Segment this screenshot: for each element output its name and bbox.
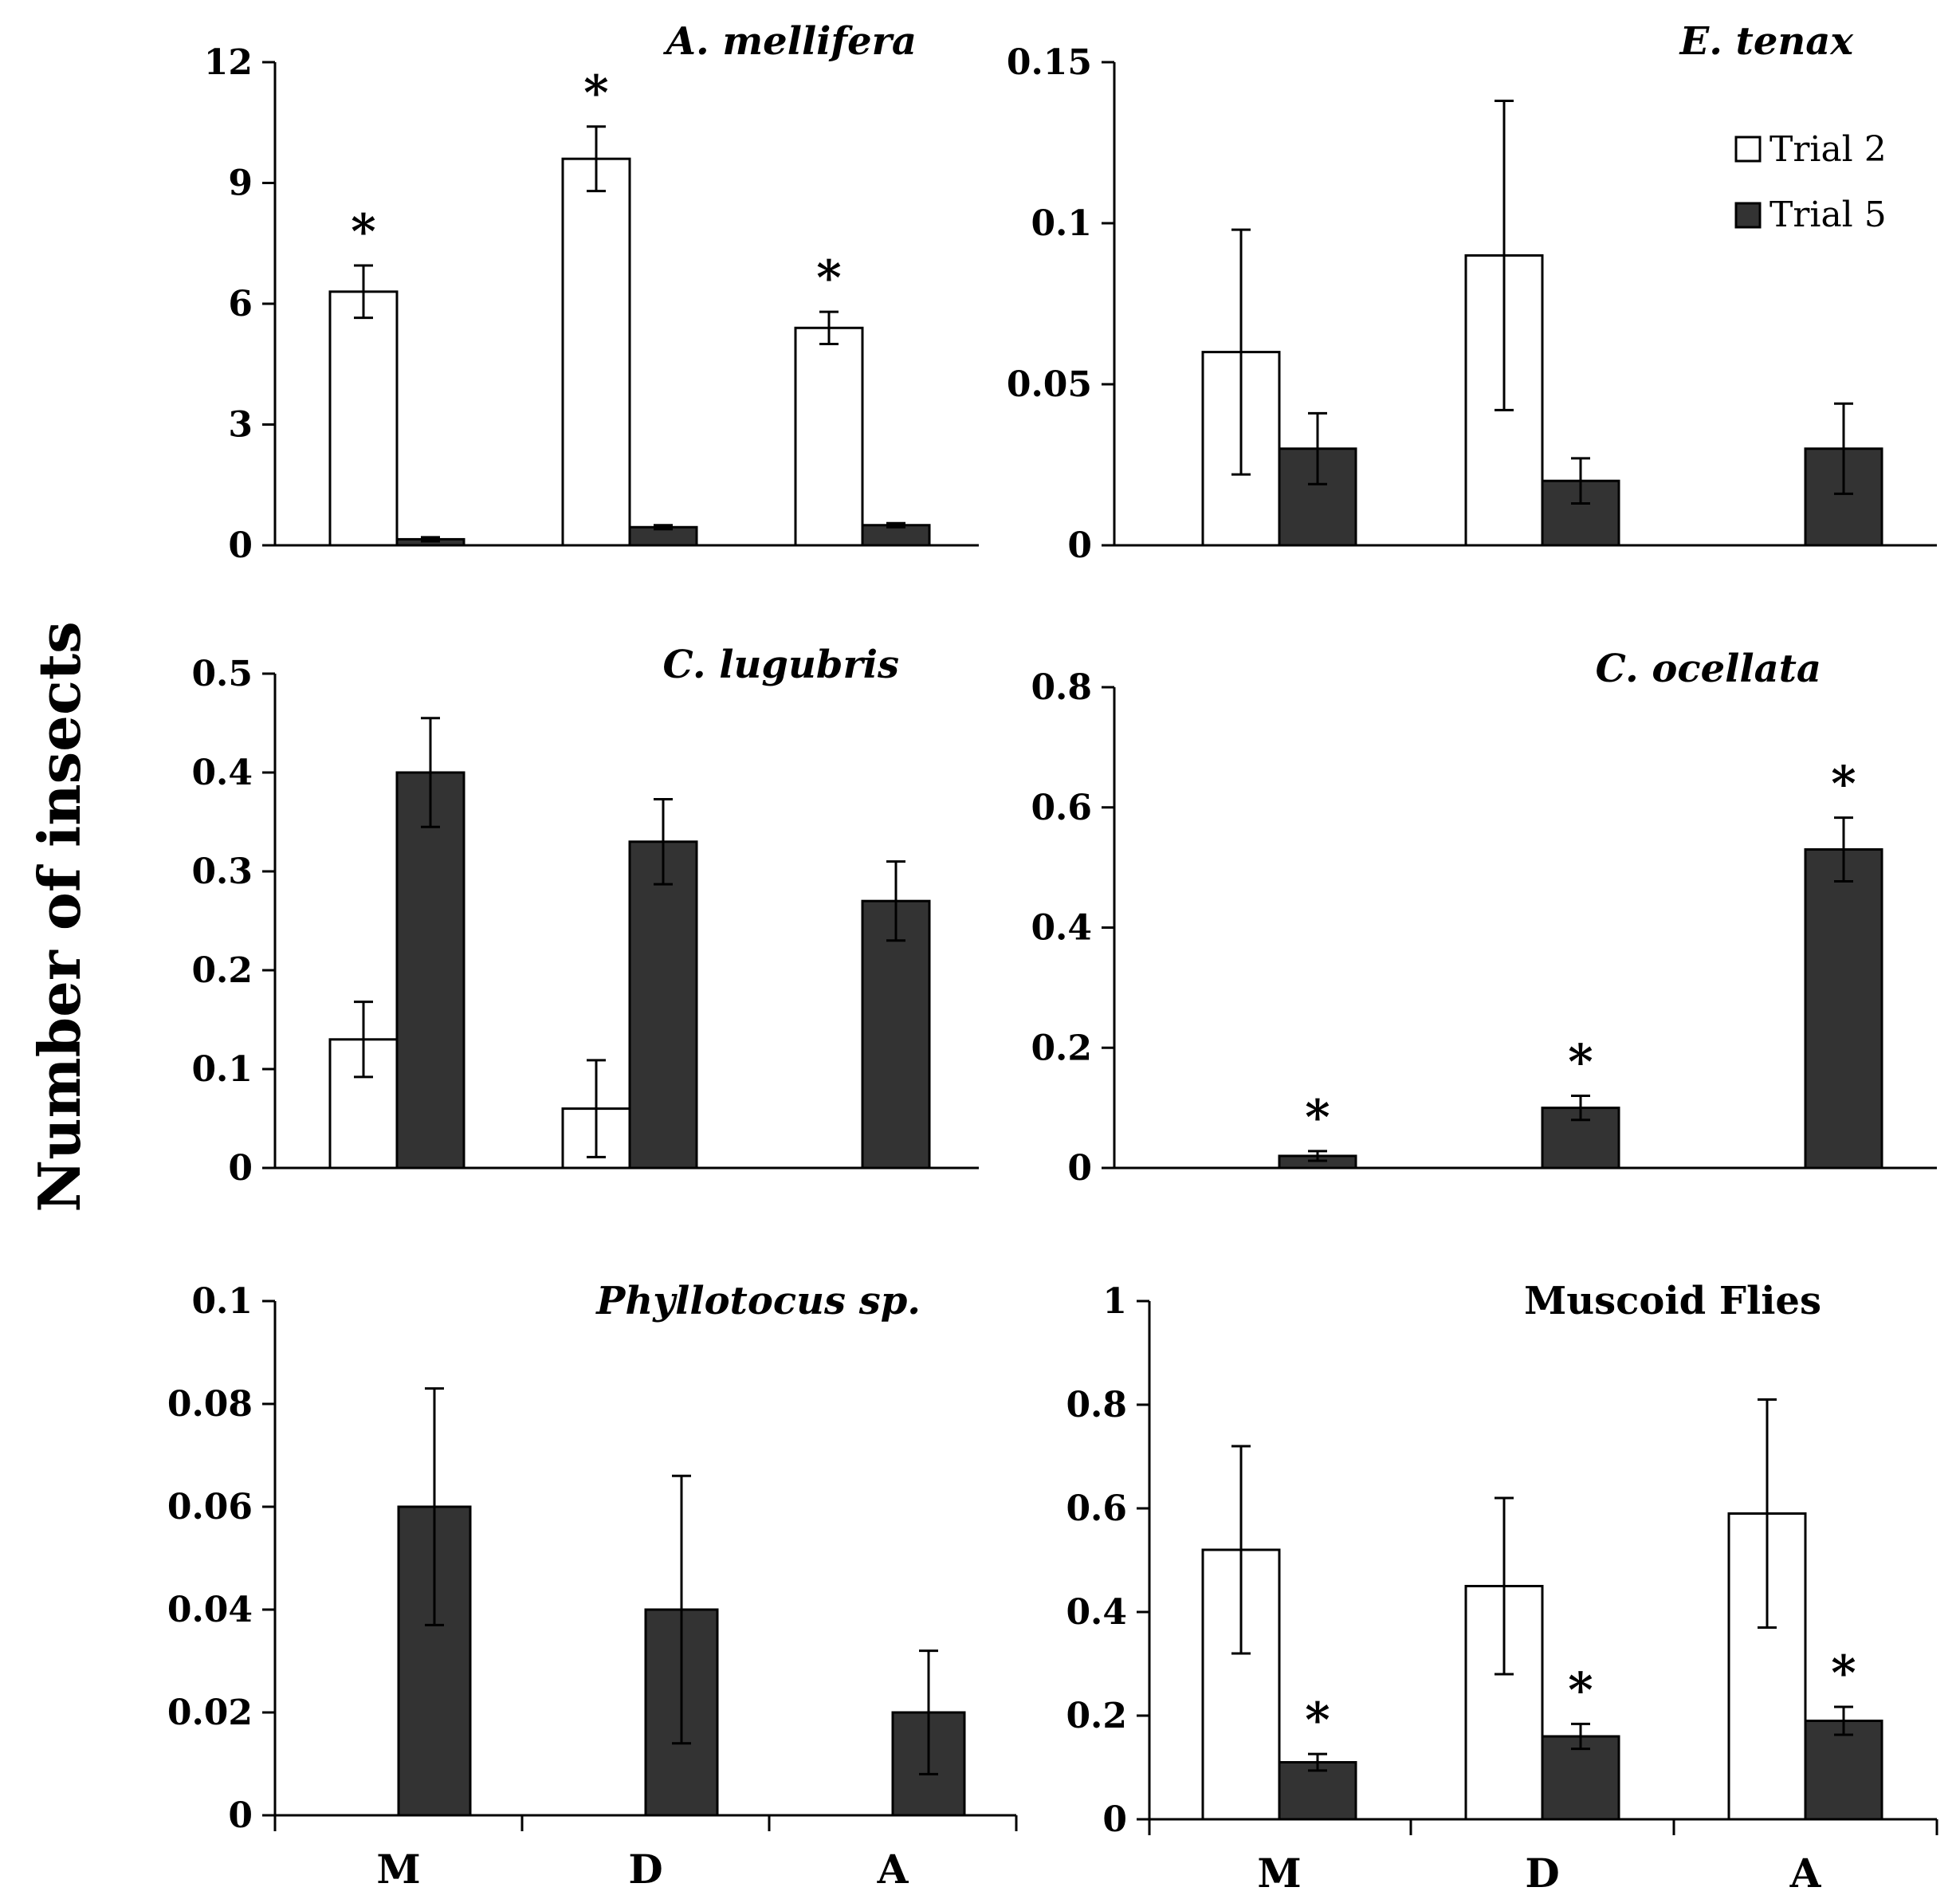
y-tick-label: 0.6 xyxy=(1031,788,1092,828)
y-tick-label: 0.8 xyxy=(1031,667,1092,708)
y-tick-label: 6 xyxy=(228,284,253,324)
y-tick-label: 0.05 xyxy=(1007,364,1092,405)
y-tick-label: 0.3 xyxy=(191,851,253,892)
y-tick-label: 0.5 xyxy=(191,654,253,694)
y-tick-label: 0.1 xyxy=(191,1049,253,1090)
panel-mellifera: A. mellifera 0 3 6 9 12 * * * xyxy=(204,19,979,566)
y-tick-label: 12 xyxy=(204,42,253,83)
bar-trial-5-A xyxy=(1804,848,1883,1170)
y-tick-label: 0 xyxy=(1067,1148,1092,1189)
x-tick-label: A xyxy=(877,1846,909,1893)
y-tick-label: 0.1 xyxy=(1031,203,1092,244)
bar-trial-2-A xyxy=(794,326,864,547)
y-tick-label: 9 xyxy=(228,163,253,204)
y-tick-label: 0.02 xyxy=(167,1693,253,1733)
x-tick-label: A xyxy=(1789,1850,1822,1897)
significance-marker: * xyxy=(1305,1693,1330,1748)
y-tick-label: 0 xyxy=(228,1148,253,1189)
y-tick-label: 0 xyxy=(228,525,253,566)
bar-trial-5-D xyxy=(1541,1735,1620,1821)
bar-trial-2-D xyxy=(561,157,631,547)
x-tick-label: M xyxy=(376,1846,420,1893)
panel-title: E. tenax xyxy=(1679,19,1855,64)
bar-trial-2-M xyxy=(328,290,399,547)
y-axis-label: Number of insects xyxy=(26,621,93,1212)
panel-title: C. lugubris xyxy=(663,643,899,687)
bar-trial-5-A xyxy=(1804,447,1883,547)
chart-panels: A. mellifera 0 3 6 9 12 * * * E. tenax 0 0.05 0.1 0.1… xyxy=(167,19,1938,1897)
panel-phyllotocus: Phyllotocus sp. 0 0.02 0.04 0.06 0.08 0.1 M D A xyxy=(167,1279,1018,1893)
legend-swatch-trial-5 xyxy=(1734,202,1762,229)
panel-title: Phyllotocus sp. xyxy=(595,1279,921,1323)
bar-trial-5-A xyxy=(861,899,931,1170)
panel-tenax: E. tenax 0 0.05 0.1 0.15 xyxy=(1007,19,1937,566)
y-tick-label: 0 xyxy=(228,1795,253,1836)
x-tick-label: D xyxy=(628,1846,662,1893)
panel-ocellata: C. ocellata 0 0.2 0.4 0.6 0.8 * * * xyxy=(1031,647,1937,1189)
significance-marker: * xyxy=(583,65,608,121)
panel-title: C. ocellata xyxy=(1596,647,1821,691)
y-tick-label: 0.6 xyxy=(1066,1488,1127,1529)
y-tick-label: 1 xyxy=(1102,1281,1127,1322)
bar-trial-5-M xyxy=(395,771,465,1170)
y-tick-label: 0.4 xyxy=(1031,908,1092,949)
y-tick-label: 0.2 xyxy=(191,950,253,991)
bar-trial-5-A xyxy=(1804,1720,1883,1821)
y-tick-label: 0.4 xyxy=(191,753,253,793)
y-tick-label: 0.2 xyxy=(1031,1028,1092,1068)
y-tick-label: 0.06 xyxy=(167,1487,253,1527)
bar-trial-5-D xyxy=(628,840,698,1170)
y-tick-label: 0 xyxy=(1067,525,1092,566)
legend-swatch-trial-2 xyxy=(1734,136,1762,163)
y-tick-label: 0.1 xyxy=(191,1281,253,1322)
significance-marker: * xyxy=(1568,1662,1593,1718)
y-tick-label: 0.15 xyxy=(1007,42,1092,83)
significance-marker: * xyxy=(1831,757,1856,812)
bar-trial-5-M xyxy=(1278,1761,1357,1821)
y-tick-label: 3 xyxy=(228,405,253,446)
x-tick-label: D xyxy=(1525,1850,1559,1897)
y-tick-label: 0.4 xyxy=(1066,1592,1127,1633)
significance-marker: * xyxy=(1568,1035,1593,1091)
y-tick-label: 0.8 xyxy=(1066,1385,1127,1425)
x-tick-label: M xyxy=(1257,1850,1301,1897)
panel-title: A. mellifera xyxy=(663,19,917,64)
panel-lugubris: C. lugubris 0 0.1 0.2 0.3 0.4 0.5 xyxy=(191,643,979,1189)
legend-label-trial-5: Trial 5 xyxy=(1769,195,1887,235)
significance-marker: * xyxy=(1305,1090,1330,1146)
panel-title: Muscoid Flies xyxy=(1524,1279,1821,1323)
legend: Trial 2 Trial 5 xyxy=(1734,129,1887,235)
significance-marker: * xyxy=(351,204,375,260)
y-tick-label: 0 xyxy=(1102,1799,1127,1840)
significance-marker: * xyxy=(816,250,841,306)
y-tick-label: 0.04 xyxy=(167,1590,253,1630)
legend-label-trial-2: Trial 2 xyxy=(1769,129,1887,170)
y-tick-label: 0.08 xyxy=(167,1384,253,1425)
panel-muscoid: Muscoid Flies 0 0.2 0.4 0.6 0.8 1 M D A * * * xyxy=(1066,1279,1938,1897)
significance-marker: * xyxy=(1831,1645,1856,1701)
y-tick-label: 0.2 xyxy=(1066,1696,1127,1736)
